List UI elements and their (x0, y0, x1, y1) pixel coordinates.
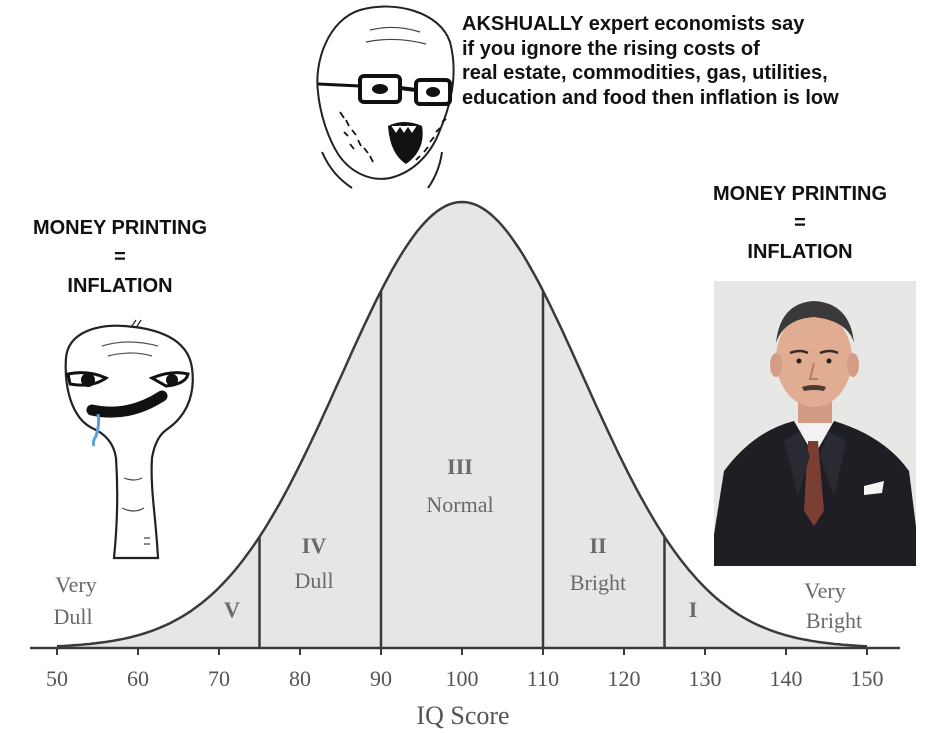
brainlet-wojak-illustration (64, 319, 194, 560)
x-tick-label-140: 140 (770, 666, 803, 691)
x-tick-label-90: 90 (370, 666, 392, 691)
x-axis-title: IQ Score (416, 701, 509, 730)
nerd-wojak-illustration (316, 5, 455, 189)
region-iii-name: Normal (426, 492, 493, 517)
right-caption: MONEY PRINTING = INFLATION (712, 183, 888, 263)
left-caption: MONEY PRINTING = INFLATION (32, 217, 208, 297)
tail-right-very: Very (804, 578, 846, 603)
x-tick-label-80: 80 (289, 666, 311, 691)
x-tick-label-130: 130 (689, 666, 722, 691)
tail-left-very: Very (55, 572, 97, 597)
region-iv-numeral: IV (302, 533, 327, 558)
region-ii-name: Bright (570, 570, 626, 595)
region-ii-numeral: II (589, 533, 606, 558)
economist-portrait (714, 281, 916, 566)
x-tick-label-100: 100 (446, 666, 479, 691)
region-v-numeral: V (224, 597, 240, 622)
x-tick-label-150: 150 (851, 666, 884, 691)
x-tick-label-70: 70 (208, 666, 230, 691)
x-tick-label-110: 110 (527, 666, 559, 691)
top-caption: AKSHUALLY expert economists say if you i… (462, 13, 839, 109)
x-tick-label-120: 120 (608, 666, 641, 691)
region-iv-name: Dull (294, 568, 333, 593)
region-i-numeral: I (689, 597, 698, 622)
bell-curve-line (56, 200, 868, 648)
x-tick-label-60: 60 (127, 666, 149, 691)
region-iii-numeral: III (447, 454, 473, 479)
tail-left-dull: Dull (53, 604, 92, 629)
x-tick-label-50: 50 (46, 666, 68, 691)
tail-right-bright: Bright (806, 608, 862, 633)
curve-fill-area (57, 202, 867, 648)
